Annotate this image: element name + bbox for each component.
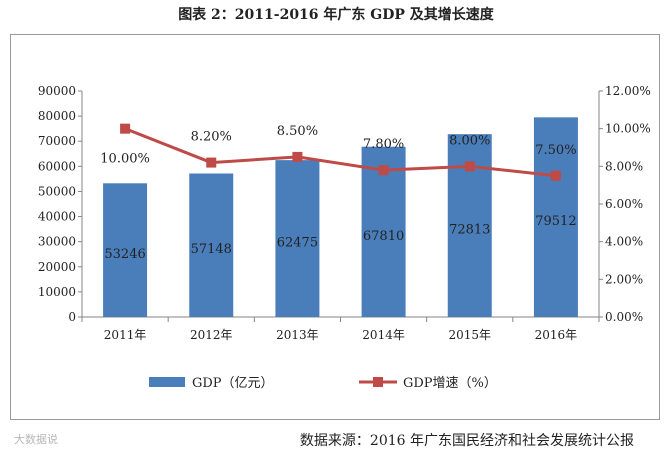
x-axis-tick-label: 2016年 [535,328,578,342]
x-axis-tick-label: 2013年 [276,328,319,342]
left-axis-tick-label: 60000 [38,159,76,173]
gdp-bar [533,117,578,317]
growth-label: 7.50% [535,143,576,158]
growth-point [206,157,217,168]
gdp-bar-label: 79512 [535,214,576,229]
left-axis-tick-label: 30000 [38,235,76,249]
right-axis-tick-label: 6.00% [605,197,643,211]
legend-growth-label: GDP增速（%） [403,376,497,391]
x-axis-tick-label: 2012年 [190,328,233,342]
left-axis-tick-label: 0 [68,310,76,324]
growth-line [124,127,557,178]
legend-gdp-label: GDP（亿元） [192,376,274,391]
gdp-bar [275,160,320,317]
growth-label: 8.50% [277,124,318,139]
growth-point [378,165,389,176]
growth-point [292,151,303,162]
watermark-text: 大数据说 [14,433,58,446]
left-axis-tick-label: 80000 [38,109,76,123]
x-axis-tick-label: 2014年 [362,328,405,342]
growth-label: 8.00% [449,133,490,148]
gdp-bar-label: 62475 [277,236,318,251]
right-axis-tick-label: 0.00% [605,310,643,324]
right-axis-tick-label: 2.00% [605,272,643,286]
right-axis-tick-label: 12.00% [605,84,651,98]
left-axis-tick-label: 50000 [38,184,76,198]
right-axis-tick-label: 8.00% [605,159,643,173]
growth-point [464,161,475,172]
left-axis-tick-label: 90000 [38,84,76,98]
right-axis-tick-label: 10.00% [605,122,651,136]
left-axis-tick-label: 40000 [38,210,76,224]
chart-frame: 0 10000 20000 30000 40000 50000 60000 70000 8000… [10,34,660,420]
x-axis-tick-label: 2011年 [104,328,147,342]
gdp-bar-label: 72813 [449,223,490,238]
left-axis-tick-label: 20000 [38,260,76,274]
gdp-bar [103,183,148,317]
gdp-bar-label: 57148 [191,242,232,257]
left-axis-tick-label: 70000 [38,134,76,148]
growth-point [120,123,131,134]
growth-point [550,170,561,181]
legend-growth-marker [373,377,383,387]
right-axis-tick-label: 4.00% [605,235,643,249]
data-source: 数据来源：2016 年广东国民经济和社会发展统计公报 [299,433,634,449]
gdp-bar [189,173,234,317]
legend-gdp-swatch [149,377,185,387]
growth-label: 10.00% [100,152,150,167]
gdp-bar-label: 53246 [104,247,145,262]
x-axis-tick-label: 2015年 [448,328,491,342]
gdp-bar [361,146,406,317]
growth-label: 7.80% [363,137,404,152]
left-axis-tick-label: 10000 [38,285,76,299]
growth-label: 8.20% [191,130,232,145]
chart: 0 10000 20000 30000 40000 50000 60000 70000 8000… [38,84,651,391]
chart-title: 图表 2：2011-2016 年广东 GDP 及其增长速度 [178,7,494,23]
gdp-bar-label: 67810 [363,229,404,244]
